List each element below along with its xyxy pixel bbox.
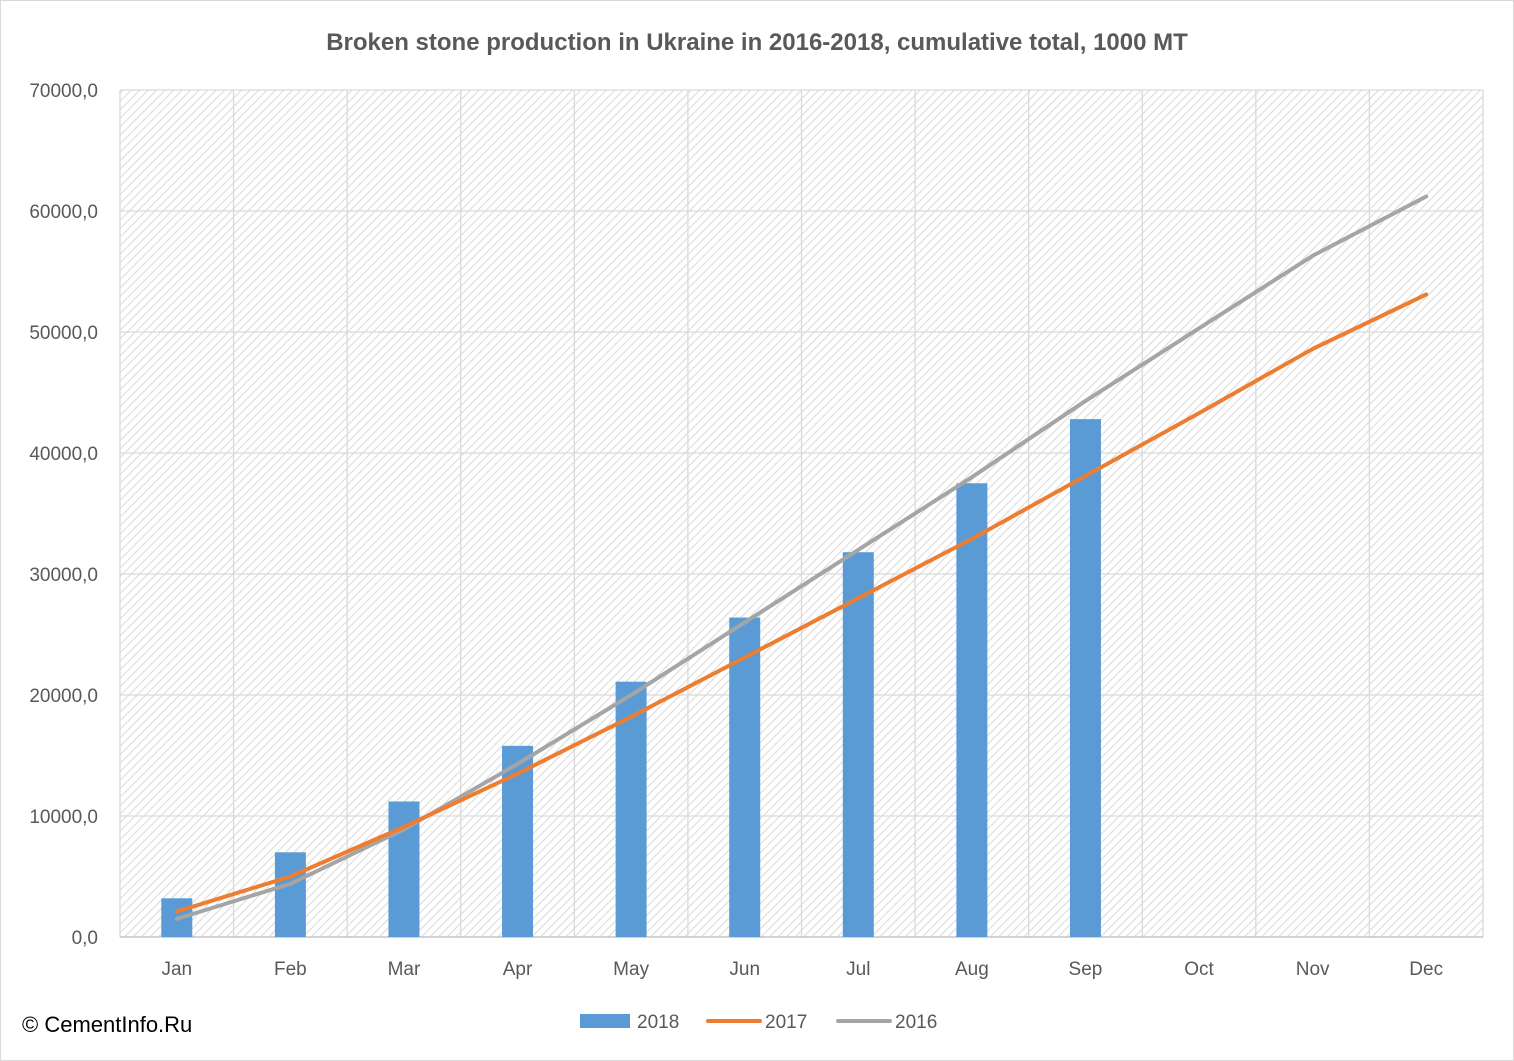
legend-label-2016: 2016 — [895, 1012, 937, 1033]
y-tick-label: 50000,0 — [29, 323, 98, 344]
y-tick-label: 40000,0 — [29, 444, 98, 465]
x-tick-label: Apr — [503, 959, 533, 980]
x-tick-label: Jan — [161, 959, 192, 980]
bar-2018 — [956, 483, 988, 937]
bar-2018 — [842, 552, 874, 937]
legend: 2018 2017 2016 — [580, 1012, 937, 1033]
y-tick-label: 0,0 — [72, 928, 98, 949]
x-tick-label: Sep — [1069, 959, 1103, 980]
y-tick-label: 70000,0 — [29, 81, 98, 102]
y-tick-label: 30000,0 — [29, 565, 98, 586]
x-tick-label: Jul — [846, 959, 870, 980]
y-tick-label: 20000,0 — [29, 686, 98, 707]
x-tick-label: Dec — [1409, 959, 1443, 980]
bar-2018 — [615, 681, 647, 937]
line-series — [174, 194, 1429, 921]
chart-title: Broken stone production in Ukraine in 20… — [326, 29, 1188, 56]
series-line-2017 — [174, 292, 1429, 914]
legend-label-2018: 2018 — [637, 1012, 679, 1033]
y-axis-ticks: 0,0 10000,0 20000,0 30000,0 40000,0 50000,0 60… — [29, 81, 98, 949]
x-tick-label: May — [613, 959, 649, 980]
x-tick-label: Oct — [1184, 959, 1214, 980]
x-tick-label: Jun — [729, 959, 760, 980]
x-tick-label: Mar — [388, 959, 421, 980]
bar-2018 — [1069, 419, 1101, 937]
legend-label-2017: 2017 — [765, 1012, 807, 1033]
bar-2018 — [729, 617, 761, 937]
bar-series — [161, 419, 1101, 937]
x-tick-label: Nov — [1296, 959, 1330, 980]
bar-2018 — [274, 852, 306, 937]
copyright-text: © CementInfo.Ru — [22, 1012, 193, 1037]
y-tick-label: 10000,0 — [29, 807, 98, 828]
legend-swatch-2018 — [580, 1014, 630, 1028]
x-tick-label: Feb — [274, 959, 307, 980]
y-tick-label: 60000,0 — [29, 202, 98, 223]
x-tick-label: Aug — [955, 959, 989, 980]
series-line-2016 — [174, 194, 1429, 921]
x-axis-ticks: Jan Feb Mar Apr May Jun Jul Aug Sep Oct Nov Dec — [161, 959, 1443, 980]
